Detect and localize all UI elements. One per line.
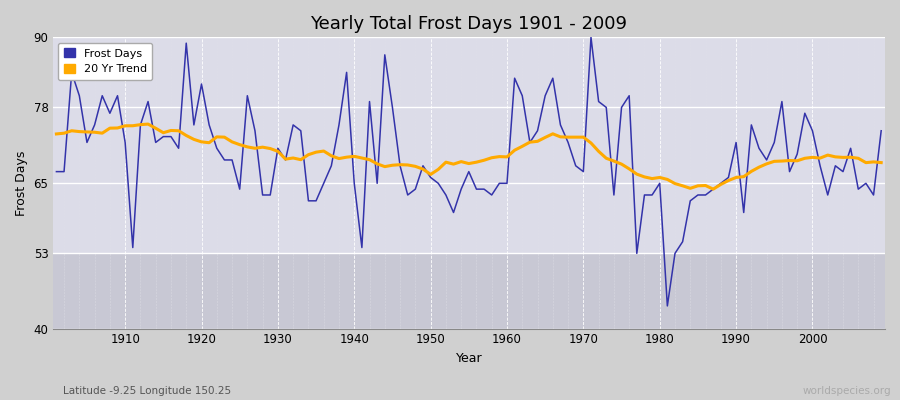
Title: Yearly Total Frost Days 1901 - 2009: Yearly Total Frost Days 1901 - 2009 (310, 15, 627, 33)
Frost Days (601, 105, 612, 110)
Legend: Frost Days, 20 Yr Trend: Frost Days, 20 Yr Trend (58, 43, 152, 80)
20 Yr Trend (509, 148, 520, 153)
20 Yr Trend (51, 132, 62, 136)
20 Yr Trend (288, 156, 299, 160)
Frost Days (326, 163, 337, 168)
Frost Days (112, 93, 123, 98)
20 Yr Trend (876, 160, 886, 165)
Line: Frost Days: Frost Days (57, 37, 881, 306)
20 Yr Trend (707, 187, 718, 192)
20 Yr Trend (143, 122, 154, 126)
Frost Days (51, 169, 62, 174)
Bar (52, 253, 885, 329)
Frost Days (586, 35, 597, 40)
Text: Latitude -9.25 Longitude 150.25: Latitude -9.25 Longitude 150.25 (63, 386, 231, 396)
X-axis label: Year: Year (455, 352, 482, 365)
Frost Days (280, 158, 291, 162)
20 Yr Trend (334, 156, 345, 161)
Frost Days (501, 181, 512, 186)
20 Yr Trend (112, 126, 123, 130)
Y-axis label: Frost Days: Frost Days (15, 151, 28, 216)
Text: worldspecies.org: worldspecies.org (803, 386, 891, 396)
Frost Days (662, 304, 673, 308)
Line: 20 Yr Trend: 20 Yr Trend (57, 124, 881, 189)
20 Yr Trend (601, 156, 612, 161)
Frost Days (876, 128, 886, 133)
Frost Days (494, 181, 505, 186)
20 Yr Trend (501, 154, 512, 159)
